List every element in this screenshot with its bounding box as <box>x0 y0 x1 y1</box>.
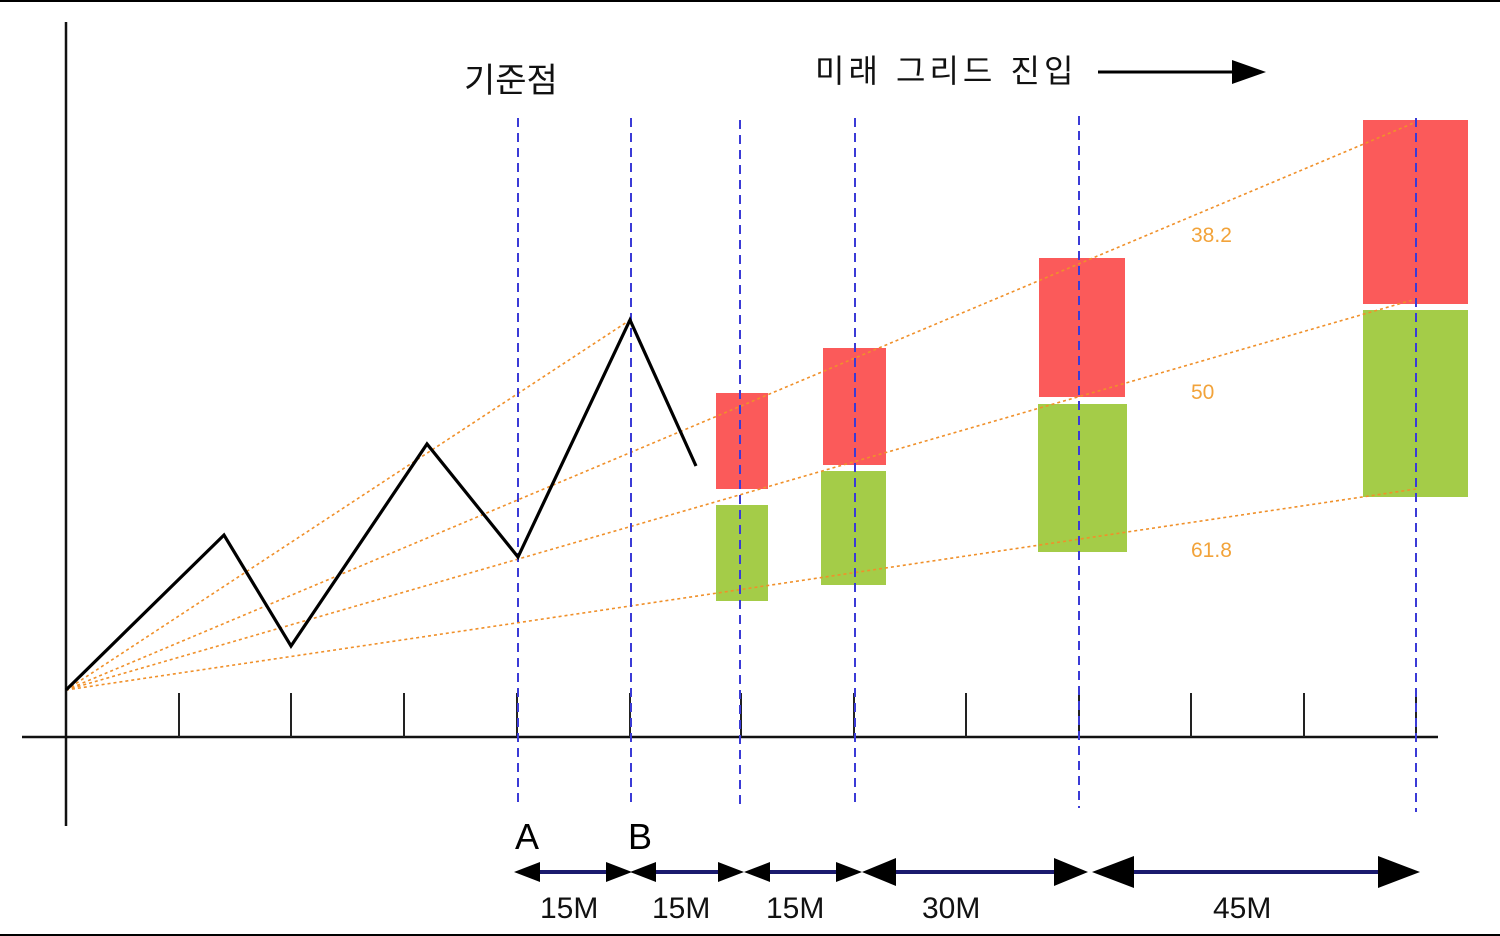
arrow-head <box>1378 856 1420 888</box>
sell-zone-3 <box>1039 258 1125 397</box>
arrow-head <box>718 862 744 882</box>
point-b-label: B <box>628 816 652 857</box>
future-grid-entry-label: 미래 그리드 진입 <box>815 52 1077 90</box>
duration-label: 15M <box>766 892 824 925</box>
price-zigzag <box>64 316 698 692</box>
duration-label: 15M <box>540 892 598 925</box>
buy-zone-1 <box>716 505 768 601</box>
fib-label-61-8: 61.8 <box>1191 539 1232 562</box>
fib-zone-boxes <box>716 120 1468 601</box>
duration-label: 45M <box>1213 892 1271 925</box>
sell-zone-1 <box>716 393 768 489</box>
fan-line-50 <box>65 298 1417 691</box>
point-a-label: A <box>515 816 539 857</box>
arrow-head <box>836 862 862 882</box>
duration-arrows <box>514 856 1420 888</box>
duration-label: 30M <box>922 892 980 925</box>
fib-label-38-2: 38.2 <box>1191 224 1232 247</box>
reference-point-label: 기준점 <box>464 61 558 101</box>
fan-line-to-b <box>65 319 631 691</box>
arrow-head <box>606 862 632 882</box>
arrow-head <box>1092 856 1134 888</box>
arrow-head <box>744 862 770 882</box>
buy-zone-2 <box>821 471 886 585</box>
right-arrow-icon <box>1098 60 1266 84</box>
fib-label-50: 50 <box>1191 381 1214 404</box>
arrow-head <box>630 862 656 882</box>
arrow-head <box>1054 858 1088 886</box>
buy-zone-3 <box>1038 404 1127 552</box>
x-axis-ticks <box>178 693 1417 737</box>
arrow-head <box>862 858 896 886</box>
vertical-guides <box>517 116 1417 812</box>
duration-label: 15M <box>652 892 710 925</box>
arrow-head <box>514 862 540 882</box>
